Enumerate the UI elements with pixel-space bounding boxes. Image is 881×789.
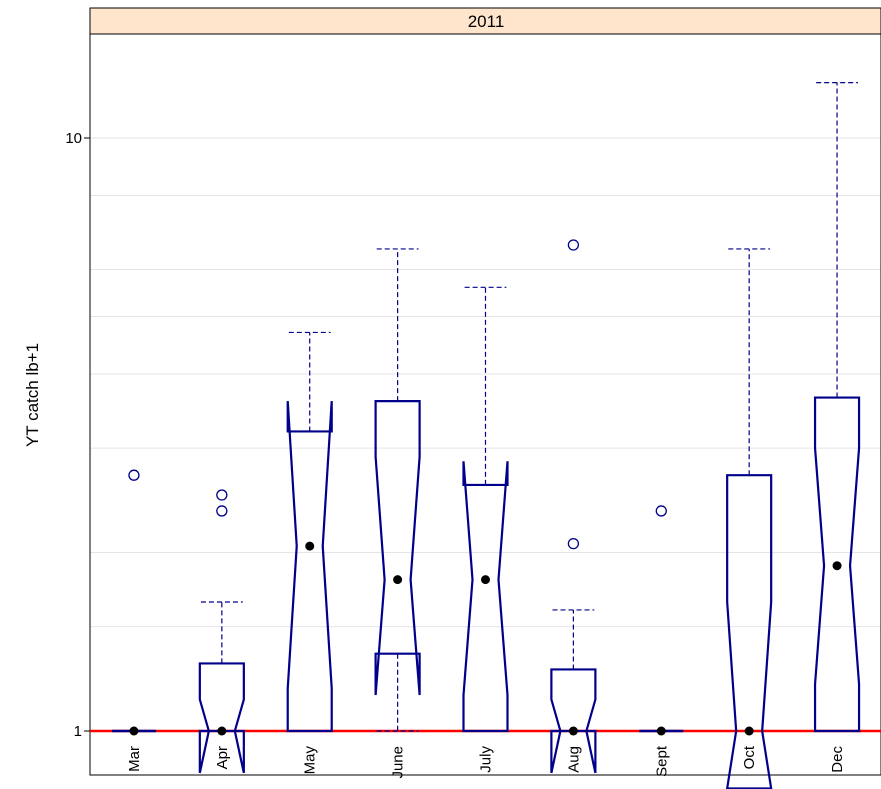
box-Mar [111, 469, 156, 736]
x-tick-label-June: June [390, 746, 407, 779]
boxes [111, 82, 861, 789]
median-dot [656, 726, 666, 736]
median-dot [481, 575, 490, 585]
box-Aug [550, 239, 597, 774]
x-tick-label-Aug: Aug [565, 746, 582, 773]
box-body [813, 396, 861, 733]
box-Sept [639, 505, 684, 736]
strip-label: 2011 [468, 12, 505, 31]
median-dot [305, 541, 315, 551]
x-tick-label-May: May [302, 746, 319, 775]
box-body [198, 662, 245, 774]
x-tick-label-Apr: Apr [214, 746, 231, 769]
median-dot [217, 726, 227, 736]
box-Oct [725, 248, 773, 789]
gridlines [90, 137, 881, 628]
median-dot [129, 726, 139, 736]
box-body [725, 474, 773, 789]
strip-background [89, 7, 881, 35]
x-tick-label-Dec: Dec [829, 746, 846, 773]
x-tick-label-July: July [478, 746, 495, 773]
outlier-point [216, 505, 228, 517]
median-dot [832, 561, 842, 571]
outlier-point [567, 537, 580, 550]
box-June [374, 248, 421, 732]
outlier-point [567, 239, 580, 251]
box-Apr [198, 489, 245, 774]
y-axis-label: YT catch lb+1 [23, 343, 42, 447]
box-July [462, 286, 509, 733]
box-body [462, 461, 509, 733]
median-dot [744, 726, 754, 736]
box-body [286, 401, 333, 733]
y-axis: 1 10 [65, 130, 90, 740]
x-tick-label-Mar: Mar [126, 746, 143, 772]
outlier-point [216, 489, 228, 501]
x-tick-label-Sept: Sept [653, 745, 670, 777]
y-tick-label: 1 [74, 723, 82, 740]
box-body [374, 400, 421, 696]
box-May [286, 331, 333, 733]
box-Dec [813, 82, 861, 733]
y-tick-label: 10 [65, 130, 82, 147]
outlier-point [655, 505, 667, 517]
outlier-point [128, 469, 140, 481]
median-dot [568, 726, 578, 736]
x-tick-labels: Mar Apr May June July Aug Sept Oct Dec [126, 745, 846, 778]
median-dot [393, 575, 403, 585]
box-body [550, 668, 597, 774]
x-tick-label-Oct: Oct [741, 745, 758, 769]
